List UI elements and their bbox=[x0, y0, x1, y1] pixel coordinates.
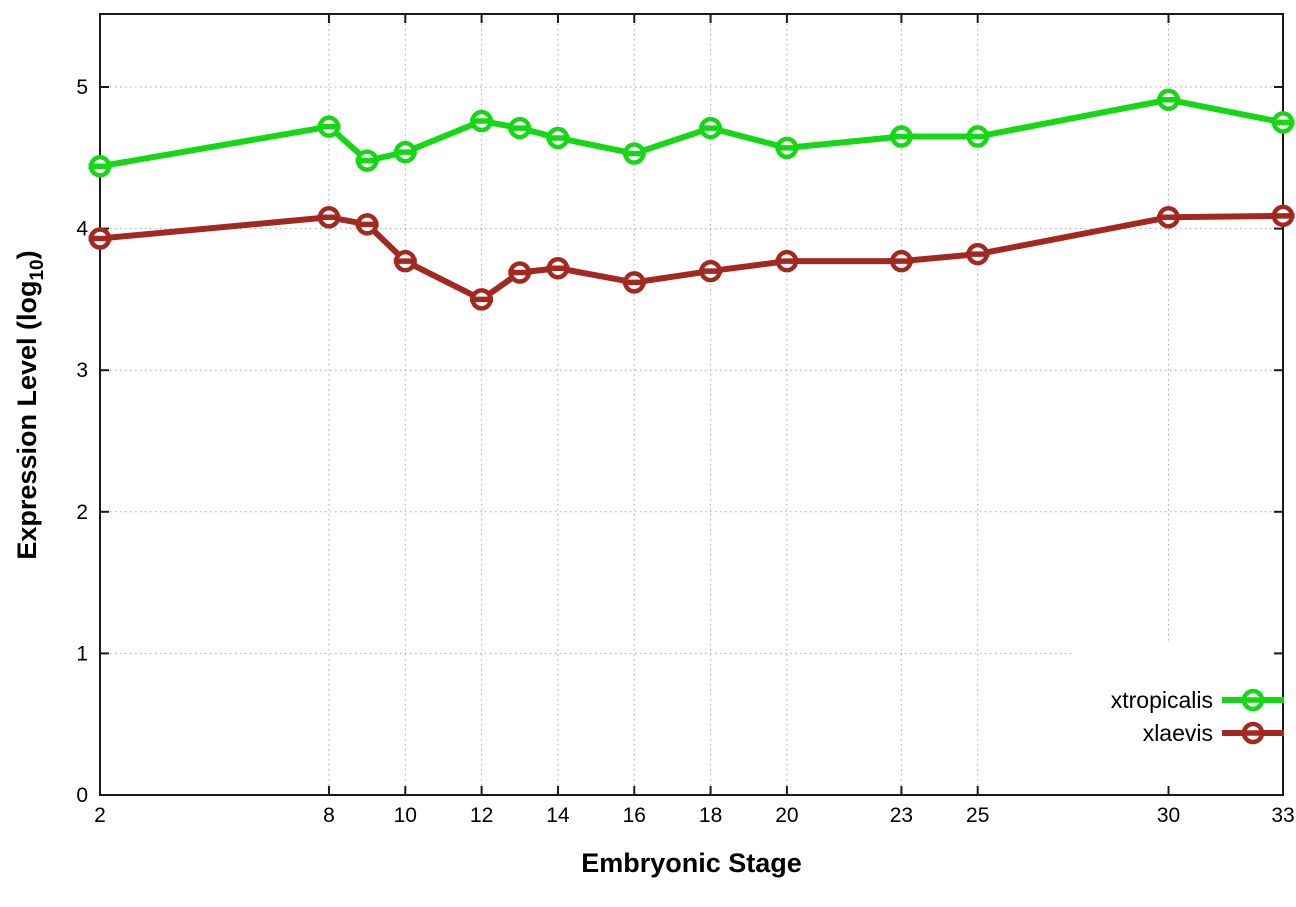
data-point-marker bbox=[775, 136, 799, 160]
x-tick-label: 20 bbox=[775, 804, 798, 827]
legend-label-xtropicalis: xtropicalis bbox=[1111, 687, 1213, 713]
x-tick-label: 30 bbox=[1157, 804, 1180, 827]
data-point-marker bbox=[470, 109, 494, 133]
data-point-marker bbox=[88, 227, 112, 250]
data-point-marker bbox=[88, 155, 112, 178]
data-point-marker bbox=[1271, 111, 1295, 134]
series-xtropicalis bbox=[88, 88, 1295, 178]
data-point-marker bbox=[699, 259, 723, 283]
y-tick-label: 4 bbox=[76, 218, 88, 241]
x-tick-label: 16 bbox=[623, 804, 646, 827]
data-point-marker bbox=[355, 213, 379, 236]
data-point-marker bbox=[622, 142, 646, 165]
data-point-marker bbox=[317, 206, 341, 229]
data-point-marker bbox=[1157, 88, 1181, 111]
data-point-marker bbox=[508, 261, 532, 284]
data-point-marker bbox=[317, 115, 341, 138]
legend-entry-xtropicalis: xtropicalis bbox=[1111, 687, 1284, 713]
data-point-marker bbox=[393, 249, 417, 273]
x-tick-label: 33 bbox=[1271, 804, 1294, 827]
legend-background bbox=[1073, 644, 1282, 791]
data-point-marker bbox=[470, 288, 494, 311]
x-axis-label: Embryonic Stage bbox=[581, 848, 802, 878]
y-tick-label: 1 bbox=[76, 642, 88, 665]
x-tick-label: 8 bbox=[323, 804, 335, 827]
x-tick-label: 23 bbox=[890, 804, 913, 827]
y-axis-label: Expression Level (log10) bbox=[12, 250, 48, 559]
data-point-marker bbox=[1157, 206, 1181, 229]
data-point-marker bbox=[699, 116, 723, 140]
y-axis-label-subscript: 10 bbox=[27, 259, 48, 280]
data-point-marker bbox=[966, 242, 990, 266]
series-xlaevis bbox=[88, 204, 1295, 311]
data-point-marker bbox=[622, 271, 646, 294]
x-tick-label: 14 bbox=[546, 804, 570, 827]
data-point-marker bbox=[393, 140, 417, 164]
data-point-marker bbox=[775, 249, 799, 273]
y-tick-label: 2 bbox=[76, 501, 88, 524]
x-tick-label: 2 bbox=[94, 804, 106, 827]
legend-entry-xlaevis: xlaevis bbox=[1143, 720, 1284, 746]
x-tick-label: 12 bbox=[470, 804, 493, 827]
data-point-marker bbox=[889, 125, 913, 148]
y-tick-label: 5 bbox=[76, 76, 88, 99]
plot-border bbox=[99, 13, 1284, 796]
data-point-marker bbox=[889, 249, 913, 273]
data-point-marker bbox=[355, 149, 379, 172]
axes bbox=[99, 13, 1284, 796]
y-tick-label: 0 bbox=[76, 784, 88, 807]
legend: xtropicalis xlaevis bbox=[1111, 687, 1284, 746]
y-axis-label-suffix: ) bbox=[12, 250, 42, 259]
x-tick-label: 10 bbox=[394, 804, 417, 827]
data-point-marker bbox=[546, 256, 570, 280]
data-point-marker bbox=[508, 116, 532, 140]
data-point-marker bbox=[966, 125, 990, 148]
y-axis-label-prefix: Expression Level (log bbox=[12, 281, 42, 560]
x-tick-label: 18 bbox=[699, 804, 722, 827]
y-tick-label: 3 bbox=[76, 359, 88, 382]
data-point-marker bbox=[546, 126, 570, 150]
data-point-marker bbox=[1271, 204, 1295, 228]
legend-label-xlaevis: xlaevis bbox=[1143, 720, 1213, 746]
x-tick-label: 25 bbox=[966, 804, 989, 827]
